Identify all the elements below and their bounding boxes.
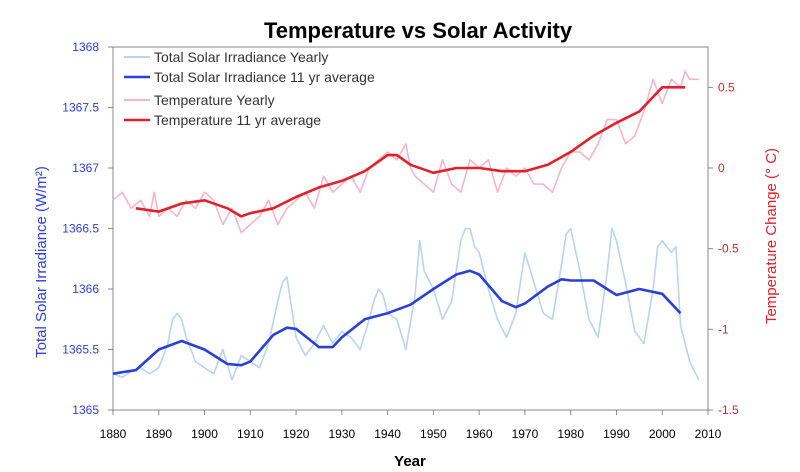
x-tick-label: 1950 <box>420 427 447 441</box>
y2-axis-label: Temperature Change (° C) <box>763 148 780 324</box>
y-tick-label: 1365 <box>72 403 99 417</box>
series-temperature-yearly <box>112 70 699 234</box>
x-tick-label: 1930 <box>328 427 355 441</box>
x-tick-label: 1970 <box>512 427 539 441</box>
legend-label-temperature-yearly: Temperature Yearly <box>154 92 275 108</box>
y-tick-label: 1366 <box>72 282 99 296</box>
y-tick-label: 1367.5 <box>62 101 99 115</box>
x-tick-label: 1990 <box>603 427 630 441</box>
x-tick-label: 1880 <box>100 427 127 441</box>
x-tick-label: 2000 <box>649 427 676 441</box>
x-tick-label: 1890 <box>145 427 172 441</box>
x-tick-label: 1940 <box>374 427 401 441</box>
y-axis-label: Total Solar Irradiance (W/m²) <box>33 166 50 358</box>
y-tick-label: 1366.5 <box>62 222 99 236</box>
y-tick-label: 1365.5 <box>62 343 99 357</box>
ticks-layer: 1880 1890 1900 1910 1920 1930 1940 1950 1960 1970… <box>62 40 739 441</box>
y2-tick-label: -1 <box>718 322 729 336</box>
y2-tick-label: 0.5 <box>718 80 735 94</box>
series-layer <box>112 70 700 381</box>
legend-label-tsi-yearly: Total Solar Irradiance Yearly <box>154 49 328 65</box>
y-tick-label: 1367 <box>72 161 99 175</box>
y2-tick-label: -0.5 <box>718 242 739 256</box>
x-tick-label: 1920 <box>283 427 310 441</box>
y2-tick-label: 0 <box>718 161 725 175</box>
x-axis-label: Year <box>394 453 426 470</box>
series-tsi-yearly <box>112 227 700 381</box>
chart-title: Temperature vs Solar Activity <box>264 18 573 43</box>
x-tick-label: 1960 <box>466 427 493 441</box>
legend-label-temperature-average: Temperature 11 yr average <box>154 112 321 128</box>
y2-tick-label: -1.5 <box>718 403 739 417</box>
series-temperature-average <box>135 86 686 218</box>
legend: Total Solar Irradiance Yearly Total Sola… <box>124 49 375 128</box>
x-tick-label: 1910 <box>237 427 264 441</box>
y-tick-label: 1368 <box>72 40 99 54</box>
series-tsi-average <box>112 269 682 375</box>
x-tick-label: 1900 <box>191 427 218 441</box>
x-tick-label: 2010 <box>695 427 722 441</box>
x-tick-label: 1980 <box>557 427 584 441</box>
legend-label-tsi-average: Total Solar Irradiance 11 yr average <box>154 69 375 85</box>
